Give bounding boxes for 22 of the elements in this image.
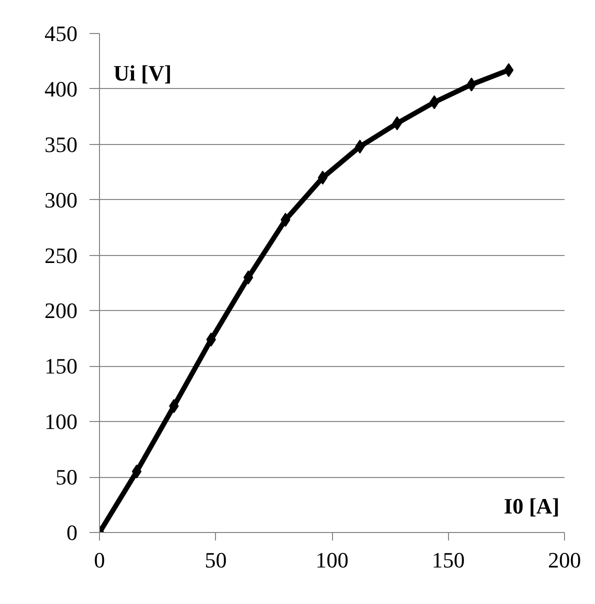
point [429,95,440,110]
y-tick-label: 150 [44,354,78,379]
x-tick-label: 150 [432,548,465,572]
point [132,464,142,479]
y-tick-label: 300 [44,187,78,212]
y-tick-label: 400 [44,76,78,102]
point [243,270,254,284]
y-tick-label: 100 [44,409,78,434]
y-tick-label: 350 [44,132,78,157]
point [318,170,328,185]
y-tick-label: 0 [66,520,78,545]
y-tick-label: 250 [44,242,78,268]
y-axis-title: Ui [V] [114,60,172,86]
x-tick-label: 50 [204,548,227,572]
x-axis-title: I0 [A] [504,494,560,518]
y-tick-label: 200 [44,298,78,324]
point [504,63,514,78]
y-tick-label: 450 [44,21,78,46]
x-tick-label: 200 [548,548,581,572]
y-tick-label: 50 [56,464,78,490]
x-tick-label: 0 [94,548,105,572]
x-tick-label: 100 [316,548,348,572]
